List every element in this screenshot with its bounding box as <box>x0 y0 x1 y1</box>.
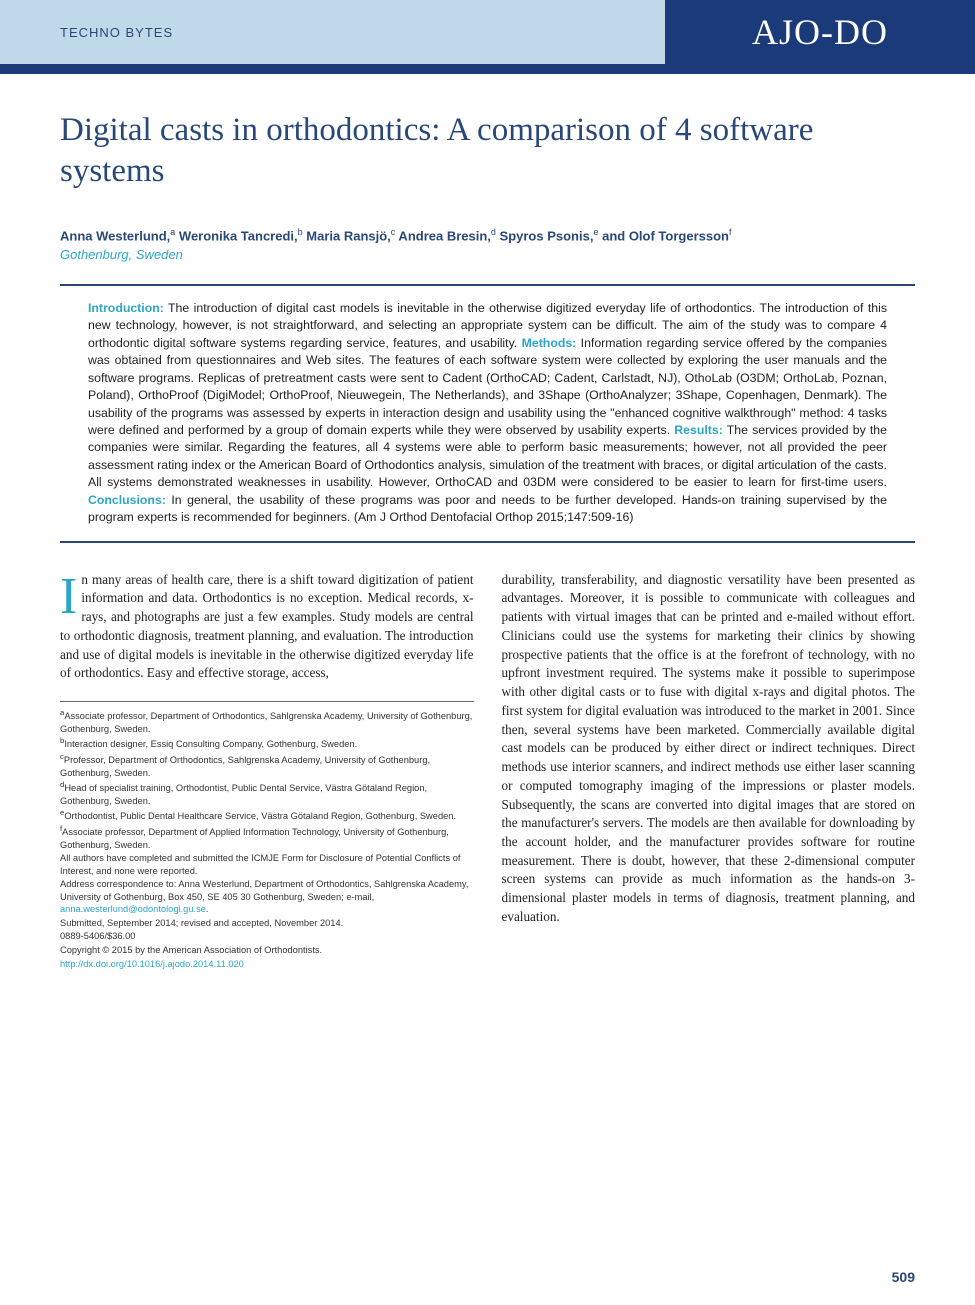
section-label: TECHNO BYTES <box>60 25 173 40</box>
footnote-a: aAssociate professor, Department of Orth… <box>60 708 474 735</box>
footnote-b: bInteraction designer, Essiq Consulting … <box>60 736 474 751</box>
footnote-f: fAssociate professor, Department of Appl… <box>60 824 474 851</box>
banner-left: TECHNO BYTES <box>0 0 665 64</box>
abstract-box: Introduction: The introduction of digita… <box>60 284 915 543</box>
body-columns: In many areas of health care, there is a… <box>60 571 915 971</box>
banner-right: AJO-DO <box>665 0 975 64</box>
abstract-methods: Information regarding service offered by… <box>88 336 887 437</box>
footnote-disclosure: All authors have completed and submitted… <box>60 852 474 877</box>
body-col2-text: durability, transferability, and diagnos… <box>502 571 916 927</box>
footnotes: aAssociate professor, Department of Orth… <box>60 701 474 970</box>
doi-link[interactable]: http://dx.doi.org/10.1016/j.ajodo.2014.1… <box>60 959 244 969</box>
footnote-correspondence: Address correspondence to: Anna Westerlu… <box>60 878 474 916</box>
correspondence-email-link[interactable]: anna.westerlund@odontologi.gu.se <box>60 904 206 914</box>
footnote-submitted: Submitted, September 2014; revised and a… <box>60 917 474 930</box>
body-para-1: In many areas of health care, there is a… <box>60 571 474 683</box>
author-list: Anna Westerlund,a Weronika Tancredi,b Ma… <box>60 227 915 243</box>
footnote-d: dHead of specialist training, Orthodonti… <box>60 780 474 807</box>
body-column-left: In many areas of health care, there is a… <box>60 571 474 971</box>
footnote-copyright: Copyright © 2015 by the American Associa… <box>60 944 474 957</box>
footnote-c: cProfessor, Department of Orthodontics, … <box>60 752 474 779</box>
page-number: 509 <box>892 1269 915 1285</box>
dropcap: I <box>60 571 81 619</box>
banner-strip <box>0 64 975 74</box>
abstract-methods-label: Methods: <box>522 336 577 350</box>
affiliation-city: Gothenburg, Sweden <box>60 247 915 262</box>
body-col1-text: n many areas of health care, there is a … <box>60 572 474 681</box>
footnote-doi: http://dx.doi.org/10.1016/j.ajodo.2014.1… <box>60 958 474 971</box>
journal-logo: AJO-DO <box>752 11 888 53</box>
abstract-text: Introduction: The introduction of digita… <box>88 300 887 527</box>
abstract-intro-label: Introduction: <box>88 301 164 315</box>
top-banner: TECHNO BYTES AJO-DO <box>0 0 975 64</box>
article-title: Digital casts in orthodontics: A compari… <box>60 110 915 193</box>
abstract-conclusions: In general, the usability of these progr… <box>88 493 887 524</box>
abstract-results-label: Results: <box>674 423 723 437</box>
footnote-e: eOrthodontist, Public Dental Healthcare … <box>60 808 474 823</box>
body-column-right: durability, transferability, and diagnos… <box>502 571 916 971</box>
footnote-issn: 0889-5406/$36.00 <box>60 930 474 943</box>
page-content: Digital casts in orthodontics: A compari… <box>0 74 975 991</box>
abstract-conclusions-label: Conclusions: <box>88 493 166 507</box>
